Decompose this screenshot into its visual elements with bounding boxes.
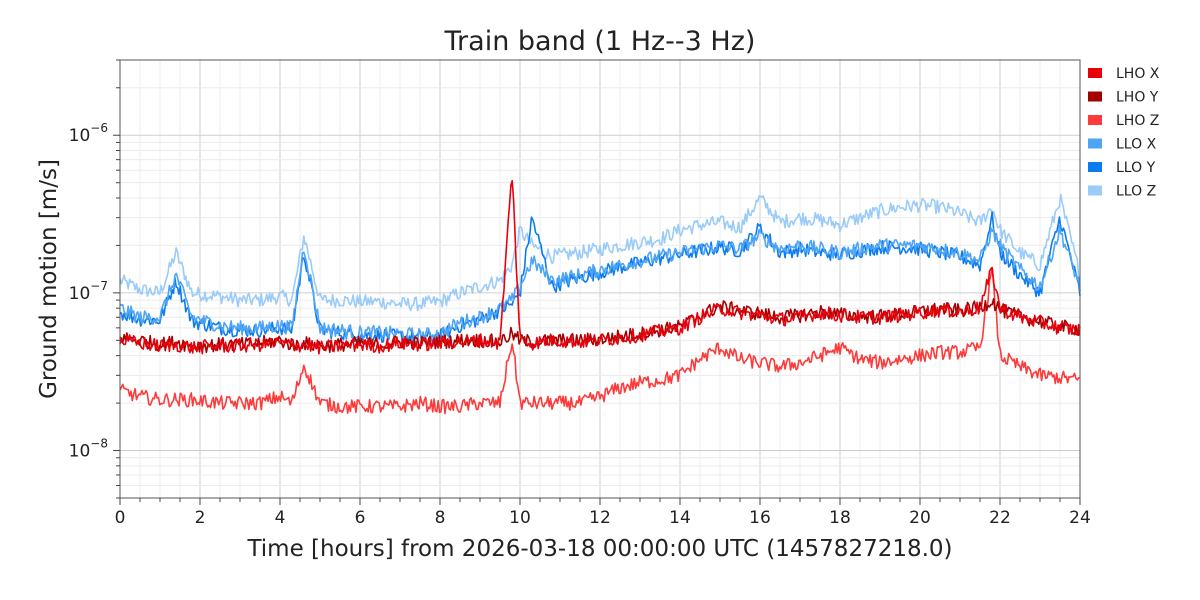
legend-label: LHO Z: [1116, 113, 1159, 129]
x-tick-label: 6: [355, 508, 366, 528]
legend-label: LHO Y: [1116, 90, 1159, 106]
chart-title: Train band (1 Hz--3 Hz): [444, 26, 756, 57]
x-tick-label: 18: [829, 508, 851, 528]
x-tick-label: 10: [509, 508, 531, 528]
y-tick-label: 10−8: [69, 437, 108, 462]
legend-label: LHO X: [1116, 66, 1160, 82]
series-line-llo-x: [119, 224, 1081, 343]
x-tick-label: 4: [275, 508, 286, 528]
legend-swatch-llo-x: [1088, 138, 1102, 149]
x-tick-label: 0: [115, 508, 126, 528]
legend: LHO X LHO Y LHO Z LLO X LLO Y LLO Z: [1088, 66, 1160, 200]
legend-swatch-lho-y: [1088, 91, 1102, 102]
x-tick-label: 20: [909, 508, 931, 528]
x-tick-label: 2: [195, 508, 206, 528]
legend-label: LLO Y: [1116, 160, 1156, 176]
legend-label: LLO Z: [1116, 184, 1156, 200]
series-line-lho-x: [119, 179, 1081, 355]
legend-swatch-llo-y: [1088, 162, 1102, 172]
x-tick-label: 16: [749, 508, 771, 528]
y-tick-label: 10−7: [69, 279, 108, 304]
legend-swatch-lho-z: [1088, 115, 1102, 125]
x-tick-label: 14: [669, 508, 691, 528]
x-axis-label: Time [hours] from 2026-03-18 00:00:00 UT…: [246, 536, 952, 562]
x-tick-label: 12: [589, 508, 611, 528]
legend-swatch-llo-z: [1088, 185, 1102, 196]
legend-label: LLO X: [1116, 137, 1157, 153]
y-tick-label: 10−6: [69, 121, 108, 146]
x-tick-label: 24: [1069, 508, 1091, 528]
x-tick-label: 8: [435, 508, 446, 528]
x-tick-label: 22: [989, 508, 1011, 528]
legend-swatch-lho-x: [1088, 68, 1102, 78]
y-axis-label: Ground motion [m/s]: [36, 159, 62, 399]
series-line-lho-z: [119, 267, 1081, 415]
series-layer: [119, 179, 1081, 415]
series-line-llo-z: [119, 193, 1081, 312]
